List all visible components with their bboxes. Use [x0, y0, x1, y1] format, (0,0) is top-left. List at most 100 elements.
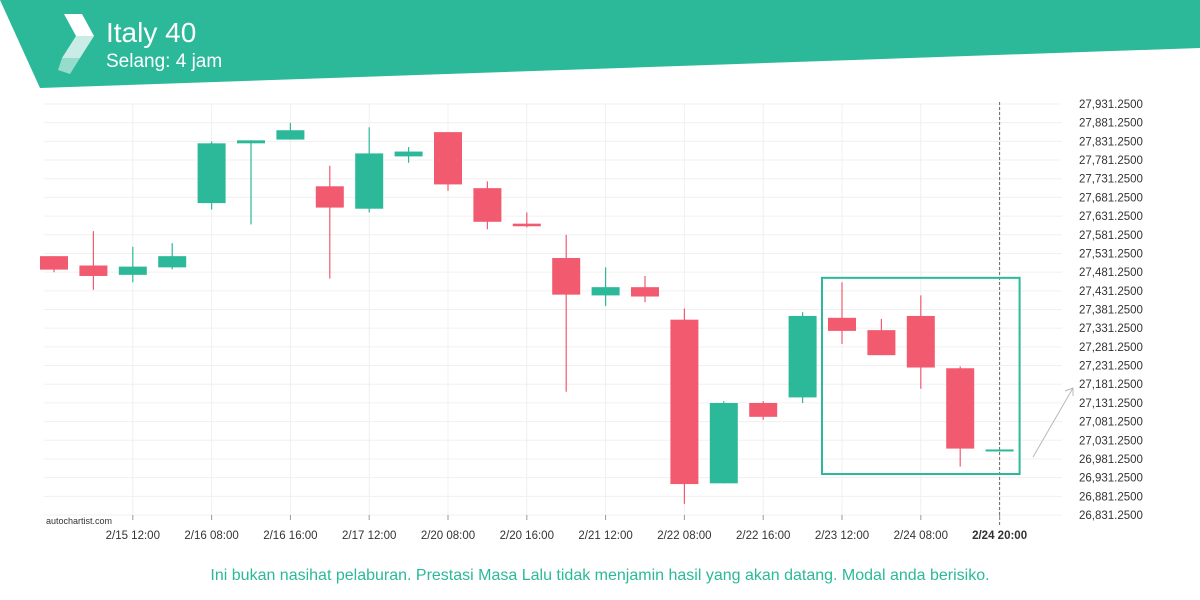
y-tick-label: 27,231.2500 [1079, 361, 1143, 373]
candle-body [276, 130, 305, 140]
candle-body [473, 188, 502, 222]
x-axis: 2/15 12:00 2/16 08:00 2/16 16:00 2/17 12:00… [106, 515, 1027, 542]
y-tick-label: 27,281.2500 [1079, 342, 1143, 354]
candle [985, 449, 1014, 452]
candle [394, 147, 423, 163]
candle [906, 295, 935, 389]
candle [552, 234, 581, 392]
candle-body [394, 151, 423, 157]
y-tick-label: 27,481.2500 [1079, 267, 1143, 279]
y-tick-label: 27,131.2500 [1079, 398, 1143, 410]
candle-body [631, 287, 659, 297]
interval-subtitle: Selang: 4 jam [106, 51, 223, 72]
watermark: autochartist.com [46, 516, 112, 526]
candle [237, 140, 265, 225]
candle-body [670, 319, 699, 485]
x-tick-label: 2/24 20:00 [972, 530, 1027, 542]
y-tick-label: 27,631.2500 [1079, 211, 1143, 223]
y-axis: 26,831.2500 26,881.2500 26,931.2500 26,981.… [1079, 99, 1143, 522]
candle-body [867, 330, 896, 356]
instrument-title: Italy 40 [106, 17, 197, 48]
x-tick-label: 2/17 12:00 [342, 530, 396, 542]
x-tick-label: 2/15 12:00 [106, 530, 160, 542]
candle [670, 308, 699, 504]
header-banner [0, 0, 1200, 88]
candle-body [946, 368, 975, 449]
candle-body [197, 143, 226, 204]
candle-body [512, 223, 541, 227]
candle [40, 256, 68, 273]
candle [631, 275, 659, 303]
candle-body [788, 315, 817, 398]
candle [709, 401, 738, 484]
candle-body [749, 403, 778, 417]
candle [591, 267, 620, 306]
candle [276, 122, 305, 140]
y-tick-label: 27,381.2500 [1079, 305, 1143, 317]
candle-body [237, 140, 265, 144]
x-tick-label: 2/24 08:00 [894, 530, 948, 542]
candle [197, 141, 226, 210]
candle [355, 127, 384, 213]
y-tick-label: 27,731.2500 [1079, 174, 1143, 186]
y-tick-label: 27,681.2500 [1079, 192, 1143, 204]
x-tick-label: 2/23 12:00 [815, 530, 869, 542]
candle [473, 181, 502, 230]
x-tick-label: 2/20 08:00 [421, 530, 475, 542]
candle [158, 243, 187, 270]
pattern-highlight [821, 276, 1021, 475]
x-tick-label: 2/22 16:00 [736, 530, 790, 542]
x-tick-label: 2/16 16:00 [263, 530, 317, 542]
candle-body [40, 256, 68, 270]
y-tick-label: 27,931.2500 [1079, 99, 1143, 111]
y-tick-label: 27,331.2500 [1079, 323, 1143, 335]
x-tick-label: 2/20 16:00 [500, 530, 554, 542]
candle-body [315, 186, 344, 208]
candle-body [906, 315, 935, 368]
y-tick-label: 26,931.2500 [1079, 473, 1143, 485]
y-tick-label: 26,831.2500 [1079, 510, 1143, 522]
y-tick-label: 27,581.2500 [1079, 230, 1143, 242]
candle-body [118, 266, 147, 275]
y-tick-label: 27,831.2500 [1079, 136, 1143, 148]
pattern-box [821, 276, 1021, 475]
y-tick-label: 27,881.2500 [1079, 118, 1143, 130]
candle-body [158, 256, 187, 268]
candle-body [985, 449, 1014, 452]
y-tick-label: 26,881.2500 [1079, 491, 1143, 503]
autochartist-logo-icon [58, 14, 94, 74]
x-tick-label: 2/22 08:00 [657, 530, 711, 542]
candle-body [79, 265, 108, 276]
candle [946, 366, 975, 467]
y-tick-label: 27,531.2500 [1079, 248, 1143, 260]
candle-body [434, 132, 462, 185]
forecast-arrow [1032, 387, 1074, 458]
candle-body [591, 287, 620, 296]
candle [79, 231, 108, 290]
x-tick-label: 2/16 08:00 [184, 530, 238, 542]
candle-body [828, 317, 856, 331]
y-tick-label: 27,781.2500 [1079, 155, 1143, 167]
header-background [0, 0, 1200, 88]
candle [118, 246, 147, 283]
candle-body [709, 403, 738, 484]
y-tick-label: 27,081.2500 [1079, 417, 1143, 429]
candle [828, 282, 856, 344]
candle [867, 318, 896, 356]
y-tick-label: 27,181.2500 [1079, 379, 1143, 391]
candles [40, 122, 1014, 504]
y-tick-label: 27,431.2500 [1079, 286, 1143, 298]
y-tick-label: 27,031.2500 [1079, 435, 1143, 447]
candle [788, 312, 817, 404]
candle-body [552, 258, 581, 295]
candle [315, 165, 344, 279]
candle [749, 401, 778, 420]
x-tick-label: 2/21 12:00 [578, 530, 632, 542]
candlestick-chart: 26,831.2500 26,881.2500 26,931.2500 26,981.… [40, 99, 1143, 542]
grid-lines [44, 102, 1062, 526]
risk-disclaimer: Ini bukan nasihat pelaburan. Prestasi Ma… [210, 567, 990, 584]
y-tick-label: 26,981.2500 [1079, 454, 1143, 466]
candle [434, 132, 462, 191]
candle [512, 212, 541, 228]
candle-body [355, 153, 384, 209]
